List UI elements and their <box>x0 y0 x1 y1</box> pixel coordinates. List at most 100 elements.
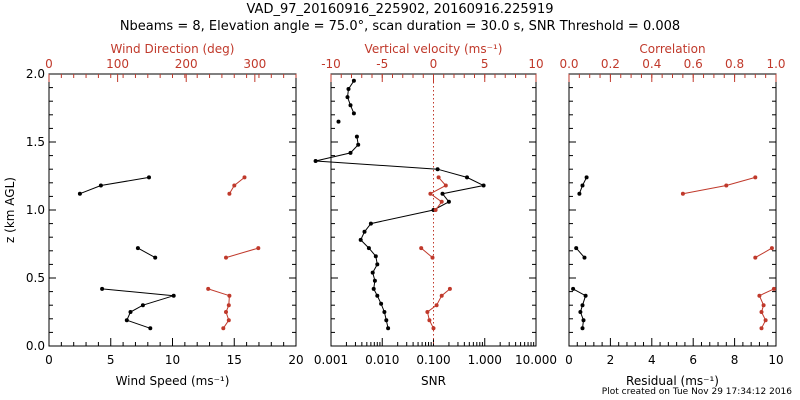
data-point <box>313 159 318 163</box>
data-point <box>135 246 140 251</box>
data-point <box>370 270 375 275</box>
y-tick-label: 0.5 <box>26 271 45 285</box>
top-x-axis-label: Correlation <box>639 42 705 56</box>
series-line <box>315 136 486 329</box>
series-line <box>758 288 775 329</box>
data-point <box>753 255 758 260</box>
data-point <box>354 134 359 139</box>
data-point <box>428 191 433 196</box>
data-point <box>771 286 776 291</box>
data-point <box>221 326 226 331</box>
data-point <box>345 95 350 100</box>
y-tick-label: 1.0 <box>26 203 45 217</box>
data-point <box>431 326 436 331</box>
data-point <box>232 183 237 188</box>
data-point <box>447 286 452 291</box>
data-point <box>147 175 151 180</box>
data-point <box>443 183 448 188</box>
top-x-tick-label: 0 <box>430 57 438 71</box>
data-point <box>439 293 444 298</box>
data-point <box>571 286 576 291</box>
panel-1 <box>48 73 297 347</box>
series-line <box>102 288 174 329</box>
series-line <box>79 176 150 195</box>
x-axis-label: SNR <box>421 374 446 388</box>
data-point <box>582 255 587 260</box>
data-point <box>366 246 371 251</box>
data-point <box>375 293 380 298</box>
data-point <box>348 150 353 155</box>
top-x-tick-label: 200 <box>175 57 198 71</box>
data-point <box>98 183 103 188</box>
data-point <box>436 175 441 180</box>
top-x-tick-label: 100 <box>106 57 129 71</box>
x-tick-label: 0.010 <box>365 353 399 367</box>
data-point <box>465 175 469 180</box>
plot-footer: Plot created on Tue Nov 29 17:34:12 2016 <box>601 387 792 397</box>
x-tick-label: 0 <box>565 353 573 367</box>
series-line <box>575 247 585 258</box>
panel-2 <box>313 73 537 347</box>
series-line <box>426 288 451 329</box>
y-tick-label: 1.5 <box>26 135 45 149</box>
figure-title-line1: VAD_97_20160916_225902, 20160916.225919 <box>246 2 554 17</box>
data-point <box>580 303 585 308</box>
data-point <box>439 199 444 204</box>
data-point <box>433 208 438 212</box>
data-point <box>435 167 440 172</box>
data-point <box>759 310 764 314</box>
x-tick-label: 8 <box>731 353 739 367</box>
top-x-tick-label: 0.2 <box>601 57 620 71</box>
data-point <box>206 286 211 291</box>
data-point <box>148 326 153 331</box>
series-line <box>225 247 259 259</box>
top-x-tick-label: 1.0 <box>766 57 785 71</box>
data-point <box>362 229 367 234</box>
data-point <box>584 175 589 180</box>
data-point <box>351 111 356 116</box>
data-point <box>578 310 583 314</box>
data-point <box>372 278 377 283</box>
data-point <box>577 191 582 196</box>
series-line <box>228 177 245 194</box>
data-point <box>430 255 435 260</box>
data-point <box>128 310 133 314</box>
series-line <box>755 247 773 259</box>
x-axis-label: Wind Speed (ms⁻¹) <box>116 374 230 388</box>
data-point <box>581 318 586 323</box>
data-point <box>440 191 445 196</box>
data-point <box>226 318 231 323</box>
data-point <box>419 246 424 251</box>
figure-title-line2: Nbeams = 8, Elevation angle = 75.0°, sca… <box>119 19 681 34</box>
x-tick-label: 6 <box>689 353 697 367</box>
data-point <box>769 246 774 251</box>
x-tick-label: 10.000 <box>515 353 557 367</box>
top-x-axis-label: Vertical velocity (ms⁻¹) <box>365 42 503 56</box>
data-point <box>224 255 228 260</box>
y-tick-label: 0.0 <box>26 339 45 353</box>
x-tick-label: 10 <box>768 353 783 367</box>
x-tick-label: 0.100 <box>416 353 450 367</box>
top-x-tick-label: 10 <box>528 57 543 71</box>
data-point <box>256 246 261 251</box>
data-point <box>373 254 378 259</box>
data-point <box>124 318 129 323</box>
series-line <box>572 288 587 329</box>
data-point <box>753 175 758 180</box>
data-point <box>358 237 363 242</box>
data-point <box>580 183 585 188</box>
data-point <box>761 303 766 308</box>
panel-frame <box>48 73 297 347</box>
top-x-tick-label: 0.4 <box>642 57 661 71</box>
data-point <box>379 301 384 306</box>
data-point <box>227 191 232 196</box>
series-line <box>420 247 433 258</box>
x-axis-label: Residual (ms⁻¹) <box>626 374 719 388</box>
data-point <box>757 293 762 298</box>
top-x-tick-label: -5 <box>376 57 388 71</box>
data-point <box>226 303 231 308</box>
data-point <box>375 262 380 267</box>
x-tick-label: 10 <box>165 353 180 367</box>
data-point <box>574 246 579 251</box>
